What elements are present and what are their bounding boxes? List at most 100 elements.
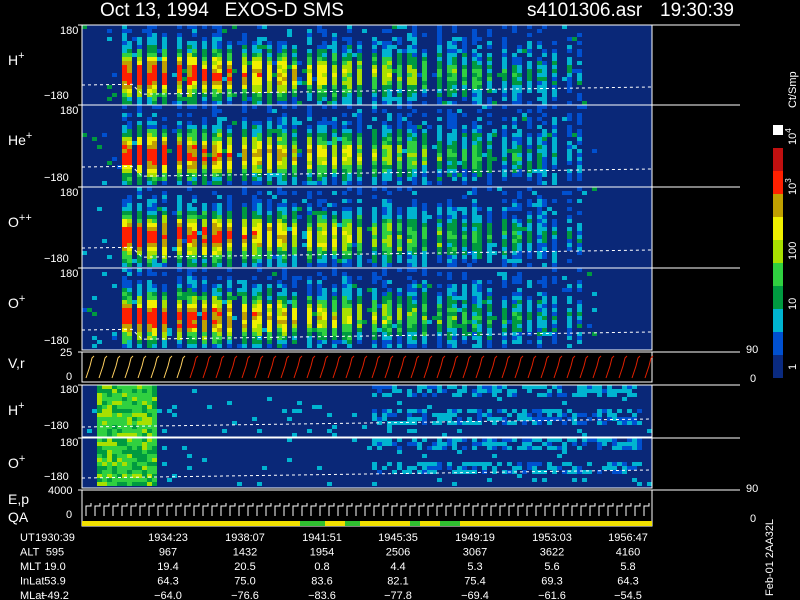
colorbar-label: 1 [787,364,799,370]
spectrogram-cell [382,157,387,161]
spectrogram-cell [137,41,142,45]
spectrogram-cell [512,121,517,125]
spectrogram-cell [477,77,482,81]
exponent: 3 [784,178,793,183]
spectrogram-cell [257,263,262,267]
spectrogram-cell [447,292,452,296]
spectrogram-cell [277,308,282,312]
spectrogram-cell [517,97,522,101]
spectrogram-cell [97,401,102,405]
spectrogram-cell [332,191,337,195]
spectrogram-cell [517,129,522,133]
spectrogram-cell [547,466,552,470]
spectrogram-cell [322,292,327,296]
spectrogram-cell [147,199,152,203]
spectrogram-cell [447,41,452,45]
spectrogram-cell [242,259,247,263]
spectrogram-cell [147,29,152,33]
spectrogram-cell [322,255,327,259]
spectrogram-cell [472,207,477,211]
spectrogram-cell [267,137,272,141]
spectrogram-cell [147,304,152,308]
spectrogram-cell [292,247,297,251]
spectrogram-cell [152,247,157,251]
sawtooth [423,355,433,379]
spectrogram-cell [422,308,427,312]
spectrogram-cell [152,211,157,215]
spectrogram-cell [217,251,222,255]
spectrogram-cell [477,145,482,149]
spectrogram-cell [157,49,162,53]
spectrogram-cell [472,133,477,137]
spectrogram-cell [332,133,337,137]
spectrogram-cell [502,219,507,223]
spectrogram-cell [182,296,187,300]
spectrogram-cell [447,215,452,219]
spectrogram-cell [512,57,517,61]
spectrogram-cell [217,336,222,340]
spectrogram-cell [387,336,392,340]
spectrogram-cell [177,113,182,117]
spectrogram-cell [577,77,582,81]
spectrogram-cell [242,312,247,316]
spectrogram-cell [282,247,287,251]
spectrogram-cell [462,259,467,263]
spectrogram-cell [372,239,377,243]
spectrogram-cell [512,292,517,296]
step-line [220,503,227,516]
sawtooth [306,355,316,379]
spectrogram-cell [567,288,572,292]
spectrogram-cell [537,85,542,89]
spectrogram-cell [517,191,522,195]
spectrogram-cell [512,409,517,413]
spectrogram-cell [477,129,482,133]
spectrogram-cell [572,470,577,474]
cell: 4.4 [390,561,405,573]
spectrogram-cell [597,438,602,442]
spectrogram-cell [307,129,312,133]
spectrogram-cell [147,296,152,300]
spectrogram-cell [482,438,487,442]
sawtooth [280,355,290,379]
spectrogram-cell [212,255,217,259]
spectrogram-cell [422,324,427,328]
spectrogram-cell [137,69,142,73]
spectrogram-cell [202,247,207,251]
spectrogram-cell [227,93,232,97]
spectrogram-cell [412,219,417,223]
spectrogram-cell [212,336,217,340]
spectrogram-cell [192,239,197,243]
spectrogram-cell [237,41,242,45]
spectrogram-cell [202,97,207,101]
spectrogram-cell [127,247,132,251]
spectrogram-cell [462,466,467,470]
spectrogram-cell [92,344,97,348]
spectrogram-cell [187,320,192,324]
spectrogram-cell [212,324,217,328]
spectrogram-cell [187,133,192,137]
spectrogram-cell [162,312,167,316]
spectrogram-cell [137,393,142,397]
spectrogram-cell [242,255,247,259]
spectrogram-cell [502,336,507,340]
spectrogram-cell [127,344,132,348]
spectrogram-cell [562,117,567,121]
spectrogram-cell [282,328,287,332]
spectrogram-cell [397,340,402,344]
spectrogram-cell [547,462,552,466]
spectrogram-cell [122,93,127,97]
spectrogram-cell [552,259,557,263]
spectrogram-cell [517,195,522,199]
spectrogram-cell [412,328,417,332]
spectrogram-cell [517,316,522,320]
spectrogram-cell [517,336,522,340]
spectrogram-cell [382,137,387,141]
spectrogram-cell [277,165,282,169]
charge: + [18,400,24,412]
spectrogram-cell [147,161,152,165]
spectrogram-cell [357,300,362,304]
step-line [139,503,146,516]
spectrogram-cell [347,93,352,97]
spectrogram-cell [477,161,482,165]
spectrogram-cell [192,340,197,344]
